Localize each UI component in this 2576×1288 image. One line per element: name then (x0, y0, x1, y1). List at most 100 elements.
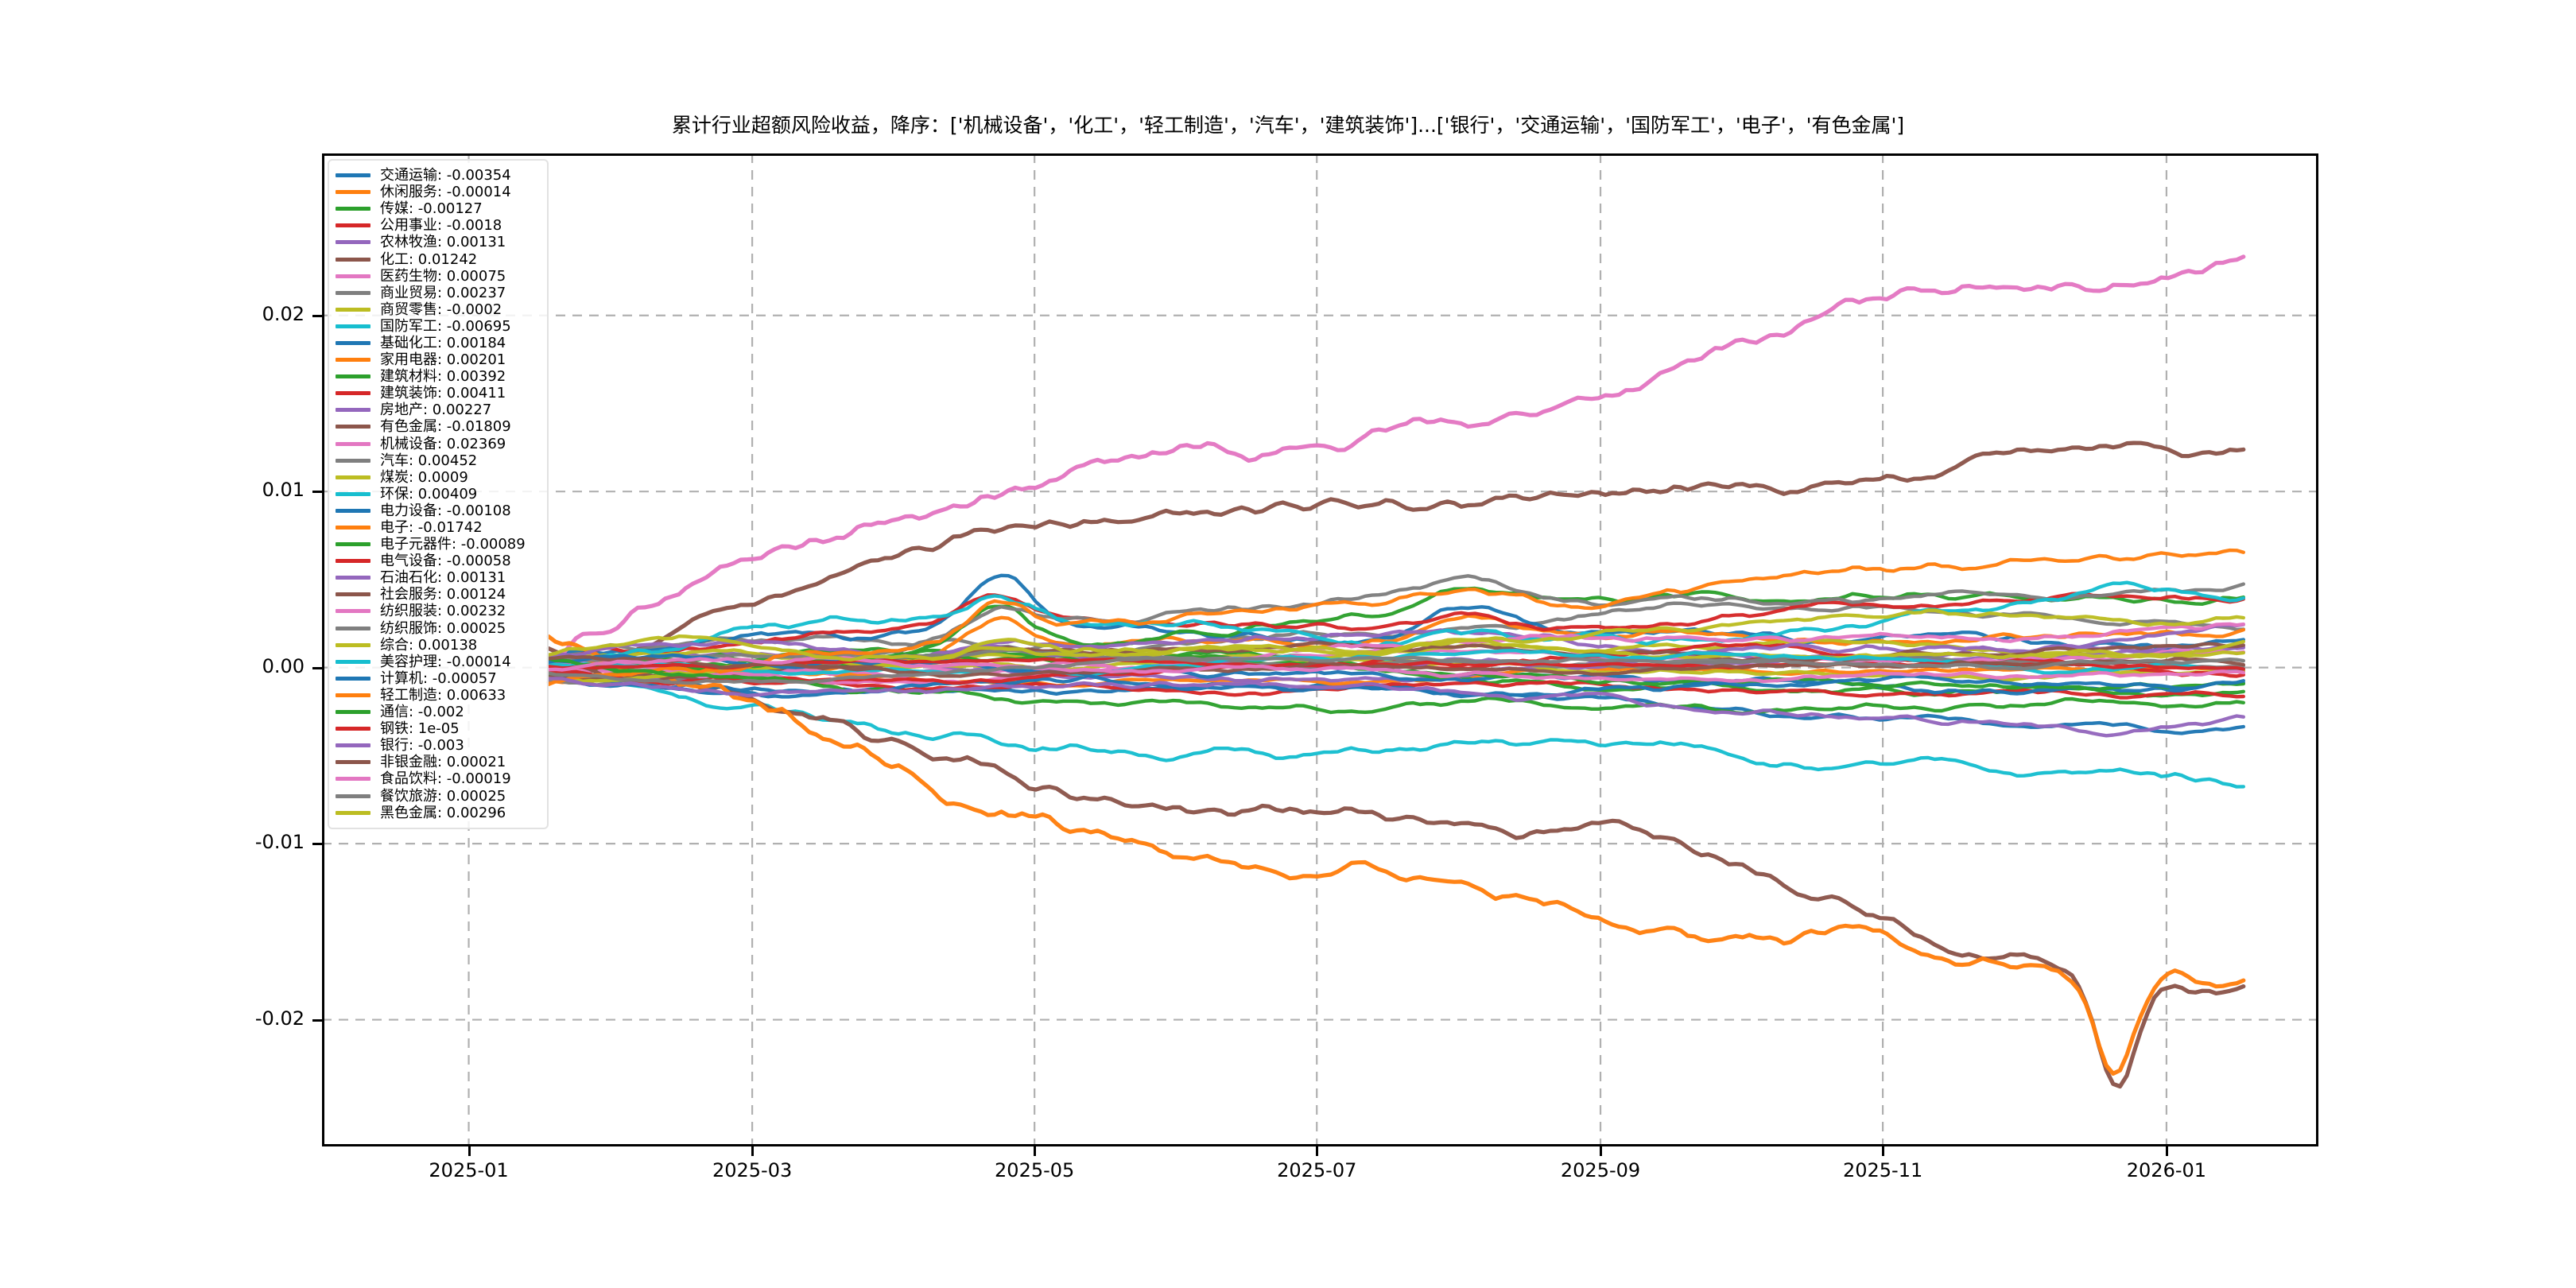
legend-item[interactable]: 汽车: 0.00452 (336, 452, 539, 469)
y-tick-label: 0.02 (262, 302, 305, 325)
legend-item[interactable]: 国防军工: -0.00695 (336, 318, 539, 335)
legend-item[interactable]: 建筑装饰: 0.00411 (336, 385, 539, 402)
legend-label: 建筑材料: 0.00392 (380, 368, 506, 386)
legend-item[interactable]: 电力设备: -0.00108 (336, 502, 539, 519)
legend-label: 餐饮旅游: 0.00025 (380, 787, 506, 805)
legend-item[interactable]: 传媒: -0.00127 (336, 200, 539, 217)
legend-item[interactable]: 建筑材料: 0.00392 (336, 368, 539, 385)
legend-label: 轻工制造: 0.00633 (380, 686, 506, 704)
x-tick-label: 2025-03 (712, 1159, 793, 1181)
series-line (546, 646, 2246, 1089)
y-tick-mark (312, 666, 322, 669)
legend-item[interactable]: 环保: 0.00409 (336, 486, 539, 502)
legend-item[interactable]: 纺织服饰: 0.00025 (336, 620, 539, 637)
legend-label: 环保: 0.00409 (380, 485, 478, 502)
legend-color-swatch (336, 190, 370, 195)
legend-label: 家用电器: 0.00201 (380, 351, 506, 369)
legend-label: 美容护理: -0.00014 (380, 653, 511, 670)
legend-color-swatch (336, 441, 370, 446)
legend-item[interactable]: 公用事业: -0.0018 (336, 217, 539, 234)
legend-color-swatch (336, 274, 370, 278)
legend-color-swatch (336, 508, 370, 513)
legend-item[interactable]: 食品饮料: -0.00019 (336, 770, 539, 787)
x-tick-label: 2025-07 (1277, 1159, 1357, 1181)
x-tick-label: 2025-01 (429, 1159, 509, 1181)
legend-item[interactable]: 美容护理: -0.00014 (336, 654, 539, 670)
legend-label: 食品饮料: -0.00019 (380, 770, 511, 788)
y-tick-label: 0.01 (262, 479, 305, 502)
legend-item[interactable]: 农林牧渔: 0.00131 (336, 234, 539, 250)
legend-label: 社会服务: 0.00124 (380, 586, 506, 603)
legend-color-swatch (336, 223, 370, 228)
legend-item[interactable]: 商贸零售: -0.0002 (336, 301, 539, 318)
legend-item[interactable]: 休闲服务: -0.00014 (336, 184, 539, 200)
legend[interactable]: 交通运输: -0.00354 休闲服务: -0.00014 传媒: -0.00127… (328, 159, 549, 829)
legend-item[interactable]: 煤炭: 0.0009 (336, 469, 539, 486)
y-tick-mark (312, 314, 322, 317)
legend-label: 房地产: 0.00227 (380, 402, 492, 419)
legend-item[interactable]: 家用电器: 0.00201 (336, 351, 539, 368)
legend-label: 商贸零售: -0.0002 (380, 301, 502, 318)
x-tick-label: 2025-11 (1842, 1159, 1923, 1181)
legend-label: 电气设备: -0.00058 (380, 553, 511, 570)
legend-color-swatch (336, 642, 370, 647)
legend-label: 纺织服装: 0.00232 (380, 603, 506, 620)
legend-color-swatch (336, 710, 370, 715)
legend-label: 公用事业: -0.0018 (380, 217, 502, 235)
legend-item[interactable]: 非银金融: 0.00021 (336, 754, 539, 770)
y-tick-mark (312, 1018, 322, 1022)
legend-item[interactable]: 计算机: -0.00057 (336, 670, 539, 687)
legend-item[interactable]: 纺织服装: 0.00232 (336, 603, 539, 619)
legend-color-swatch (336, 727, 370, 731)
legend-item[interactable]: 有色金属: -0.01809 (336, 418, 539, 435)
legend-item[interactable]: 机械设备: 0.02369 (336, 436, 539, 452)
legend-color-swatch (336, 659, 370, 664)
legend-color-swatch (336, 207, 370, 211)
legend-item[interactable]: 黑色金属: 0.00296 (336, 805, 539, 821)
legend-label: 电力设备: -0.00108 (380, 502, 511, 519)
legend-color-swatch (336, 391, 370, 396)
legend-item[interactable]: 餐饮旅游: 0.00025 (336, 787, 539, 805)
legend-color-swatch (336, 743, 370, 748)
legend-item[interactable]: 轻工制造: 0.00633 (336, 687, 539, 704)
legend-color-swatch (336, 374, 370, 379)
legend-item[interactable]: 通信: -0.002 (336, 704, 539, 720)
legend-label: 医药生物: 0.00075 (380, 267, 506, 285)
legend-label: 商业贸易: 0.00237 (380, 284, 506, 301)
y-tick-label: -0.02 (254, 1007, 305, 1030)
legend-item[interactable]: 综合: 0.00138 (336, 637, 539, 654)
legend-label: 传媒: -0.00127 (380, 200, 483, 218)
series-line (546, 655, 2246, 685)
legend-color-swatch (336, 626, 370, 630)
y-tick-label: 0.00 (262, 654, 305, 677)
legend-item[interactable]: 交通运输: -0.00354 (336, 167, 539, 184)
legend-item[interactable]: 商业贸易: 0.00237 (336, 285, 539, 301)
legend-item[interactable]: 医药生物: 0.00075 (336, 268, 539, 285)
legend-item[interactable]: 钢铁: 1e-05 (336, 720, 539, 737)
legend-label: 交通运输: -0.00354 (380, 167, 511, 184)
legend-color-swatch (336, 340, 370, 345)
legend-item[interactable]: 基础化工: 0.00184 (336, 335, 539, 351)
x-tick-mark (1316, 1146, 1319, 1156)
legend-color-swatch (336, 491, 370, 496)
legend-item[interactable]: 银行: -0.003 (336, 737, 539, 754)
legend-color-swatch (336, 592, 370, 597)
legend-color-swatch (336, 609, 370, 614)
chart-title: 累计行业超额风险收益，降序：['机械设备'，'化工'，'轻工制造'，'汽车'，'… (671, 114, 1905, 137)
legend-label: 银行: -0.003 (380, 737, 464, 755)
legend-label: 石油石化: 0.00131 (380, 569, 506, 587)
legend-item[interactable]: 社会服务: 0.00124 (336, 586, 539, 603)
legend-color-swatch (336, 408, 370, 413)
legend-color-swatch (336, 542, 370, 547)
legend-color-swatch (336, 240, 370, 245)
legend-label: 非银金融: 0.00021 (380, 754, 506, 771)
series-line (546, 654, 2246, 678)
legend-item[interactable]: 房地产: 0.00227 (336, 402, 539, 418)
legend-item[interactable]: 电气设备: -0.00058 (336, 553, 539, 569)
legend-item[interactable]: 化工: 0.01242 (336, 250, 539, 268)
y-tick-mark (312, 491, 322, 494)
legend-item[interactable]: 电子: -0.01742 (336, 519, 539, 536)
legend-item[interactable]: 石油石化: 0.00131 (336, 569, 539, 586)
legend-item[interactable]: 电子元器件: -0.00089 (336, 536, 539, 553)
